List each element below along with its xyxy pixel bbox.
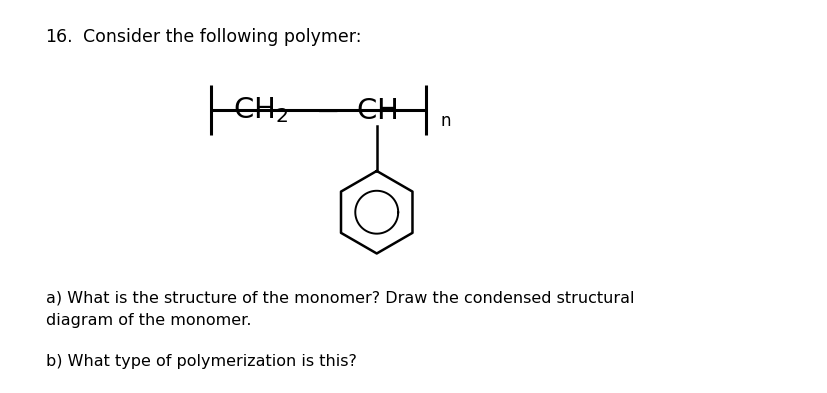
Text: a) What is the structure of the monomer? Draw the condensed structural
diagram o: a) What is the structure of the monomer?…	[45, 291, 633, 328]
Text: b) What type of polymerization is this?: b) What type of polymerization is this?	[45, 354, 356, 369]
Text: 16.: 16.	[45, 28, 73, 46]
Text: Consider the following polymer:: Consider the following polymer:	[83, 28, 361, 46]
Text: $\mathrm{CH}$: $\mathrm{CH}$	[356, 95, 397, 125]
Text: $\mathrm{-}$: $\mathrm{-}$	[315, 95, 338, 125]
Text: $\mathrm{CH_2}$: $\mathrm{CH_2}$	[233, 95, 288, 125]
Text: $\mathrm{n}$: $\mathrm{n}$	[439, 112, 451, 130]
